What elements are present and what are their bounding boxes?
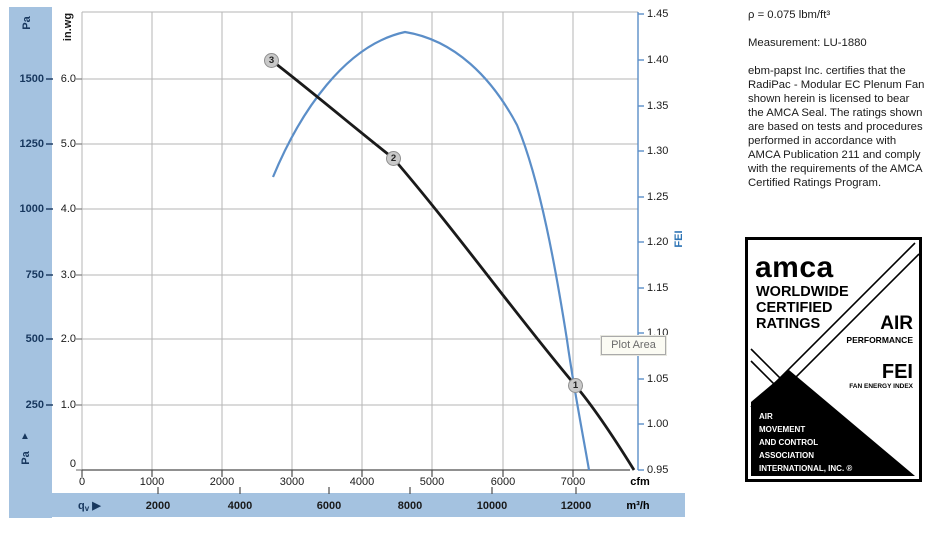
amca-logo: amca [755,251,834,284]
seal-fei-label: FEI [882,361,913,383]
fei-tick-label: 1.45 [647,8,669,20]
qv-symbol-sub: v [84,504,90,513]
m3h-tick-label: 12000 [560,500,592,512]
fei-tick-label: 1.30 [647,145,669,157]
fei-tick-label: 1.20 [647,236,669,248]
qv-axis-symbol: qv ▶ [78,499,101,513]
fei-tick-label: 1.15 [647,282,669,294]
m3h-tick-label: 6000 [316,500,342,512]
pa-tick-label: 500 [25,333,44,345]
inwg-tick-label: 4.0 [60,203,76,215]
operating-point-1[interactable]: 1 [568,378,583,393]
measurement-id: Measurement: LU-1880 [748,37,867,49]
seal-association-line: MOVEMENT [759,425,805,434]
fei-axis-title: FEI [673,230,685,248]
m3h-axis-unit: m³/h [626,500,650,512]
cfm-tick-label: 3000 [279,476,305,488]
qv-symbol: q [78,500,85,512]
cfm-tick-label: 6000 [490,476,516,488]
fei-tick-label: 1.35 [647,100,669,112]
cfm-tick-label: 7000 [560,476,586,488]
pa-axis-bottom-title: Pa [20,451,32,465]
seal-air-label: AIR [880,313,913,334]
inwg-axis-title: in.wg [62,12,74,42]
cfm-axis-unit: cfm [630,476,650,488]
seal-association-line: ASSOCIATION [759,451,814,460]
inwg-tick-label: 0 [69,458,76,470]
fei-tick-label: 1.05 [647,373,669,385]
inwg-tick-label: 5.0 [60,138,76,150]
pa-axis-up-arrow-icon: ▲ [20,431,30,442]
inwg-tick-label: 3.0 [60,269,76,281]
qv-right-arrow-icon: ▶ [92,500,101,512]
seal-fei-sub-label: FAN ENERGY INDEX [849,383,913,390]
fei-axis [637,12,644,471]
operating-point-2[interactable]: 2 [386,151,401,166]
seal-performance-label: PERFORMANCE [846,335,913,345]
seal-association-text: AIR MOVEMENT AND CONTROL ASSOCIATION INT… [759,412,852,473]
fei-tick-label: 1.40 [647,54,669,66]
plot-area-tooltip: Plot Area [600,335,667,356]
pa-tick-label: 750 [25,269,44,281]
seal-tagline-line: WORLDWIDE [756,284,849,300]
certification-text-block: ρ = 0.075 lbm/ft³ Measurement: LU-1880 e… [748,8,928,204]
amca-seal: amca WORLDWIDE CERTIFIED RATINGS AIR PER… [745,237,922,482]
seal-triangle [751,370,915,476]
cfm-tick-label: 2000 [209,476,235,488]
inwg-tick-label: 2.0 [60,333,76,345]
certification-statement: ebm-papst Inc. certifies that the RadiPa… [748,65,925,189]
seal-association-line: AIR [759,412,773,421]
fei-tick-label: 1.00 [647,418,669,430]
pa-tick-label: 1500 [19,73,44,85]
m3h-tick-label: 2000 [145,500,171,512]
cfm-tick-label: 4000 [349,476,375,488]
seal-tagline-line: CERTIFIED [756,300,833,316]
inwg-tick-label: 1.0 [60,399,76,411]
cfm-tick-label: 0 [78,476,86,488]
m3h-tick-label: 8000 [397,500,423,512]
cfm-tick-label: 1000 [139,476,165,488]
inwg-tick-label: 6.0 [60,73,76,85]
plot-area[interactable] [82,12,638,470]
pa-tick-label: 1000 [19,203,44,215]
seal-association-line: AND CONTROL [759,438,818,447]
m3h-axis-band [9,493,685,517]
m3h-tick-label: 10000 [476,500,508,512]
m3h-tick-label: 4000 [227,500,253,512]
pa-axis-band [9,7,52,518]
pa-tick-label: 250 [25,399,44,411]
seal-association-line: INTERNATIONAL, INC. ® [759,464,852,473]
pa-tick-label: 1250 [19,138,44,150]
seal-tagline-line: RATINGS [756,316,821,332]
fei-tick-label: 1.25 [647,191,669,203]
operating-point-3[interactable]: 3 [264,53,279,68]
cfm-tick-label: 5000 [419,476,445,488]
air-density: ρ = 0.075 lbm/ft³ [748,9,831,21]
pa-axis-title: Pa [21,16,33,30]
fei-tick-label: 0.95 [647,464,669,476]
